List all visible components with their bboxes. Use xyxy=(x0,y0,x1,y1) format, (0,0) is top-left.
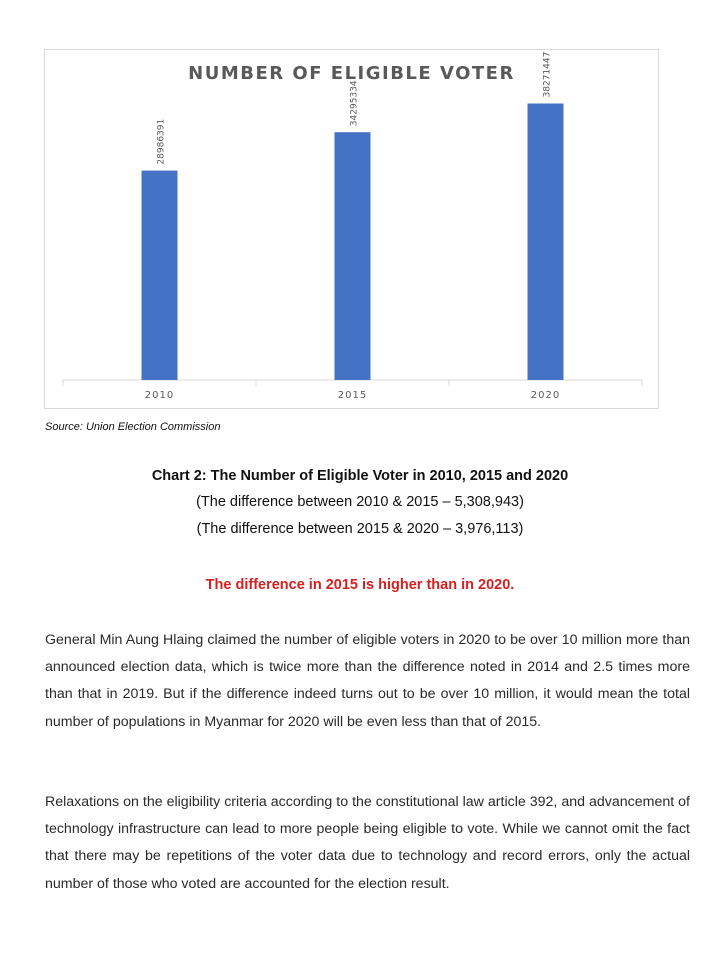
chart-title: NUMBER OF ELIGIBLE VOTER xyxy=(188,63,515,84)
data-label-2020: 38271447 xyxy=(543,52,553,98)
bar-chart: 28986391 2010 34295334 2015 38271447 2020 xyxy=(62,52,643,401)
bar-2020 xyxy=(527,103,564,380)
x-tick-label-2010: 2010 xyxy=(145,390,174,401)
body-paragraph-2: Relaxations on the eligibility criteria … xyxy=(45,794,690,892)
x-tick-label-2015: 2015 xyxy=(338,390,367,401)
data-label-2010: 28986391 xyxy=(157,119,167,165)
body-paragraph-1: General Min Aung Hlaing claimed the numb… xyxy=(45,632,690,730)
chart-caption-title: Chart 2: The Number of Eligible Voter in… xyxy=(151,468,569,484)
bar-2015 xyxy=(334,132,371,380)
caption-difference-2015-2020: (The difference between 2015 & 2020 – 3,… xyxy=(196,521,524,537)
source-note: Source: Union Election Commission xyxy=(45,421,221,433)
data-label-2015: 34295334 xyxy=(350,80,360,126)
x-tick-label-2020: 2020 xyxy=(531,390,560,401)
bar-2010 xyxy=(141,170,178,380)
caption-difference-2010-2015: (The difference between 2010 & 2015 – 5,… xyxy=(196,494,524,510)
highlight-statement: The difference in 2015 is higher than in… xyxy=(205,577,515,593)
chart-container: NUMBER OF ELIGIBLE VOTER 28986391 2010 342… xyxy=(44,49,659,409)
